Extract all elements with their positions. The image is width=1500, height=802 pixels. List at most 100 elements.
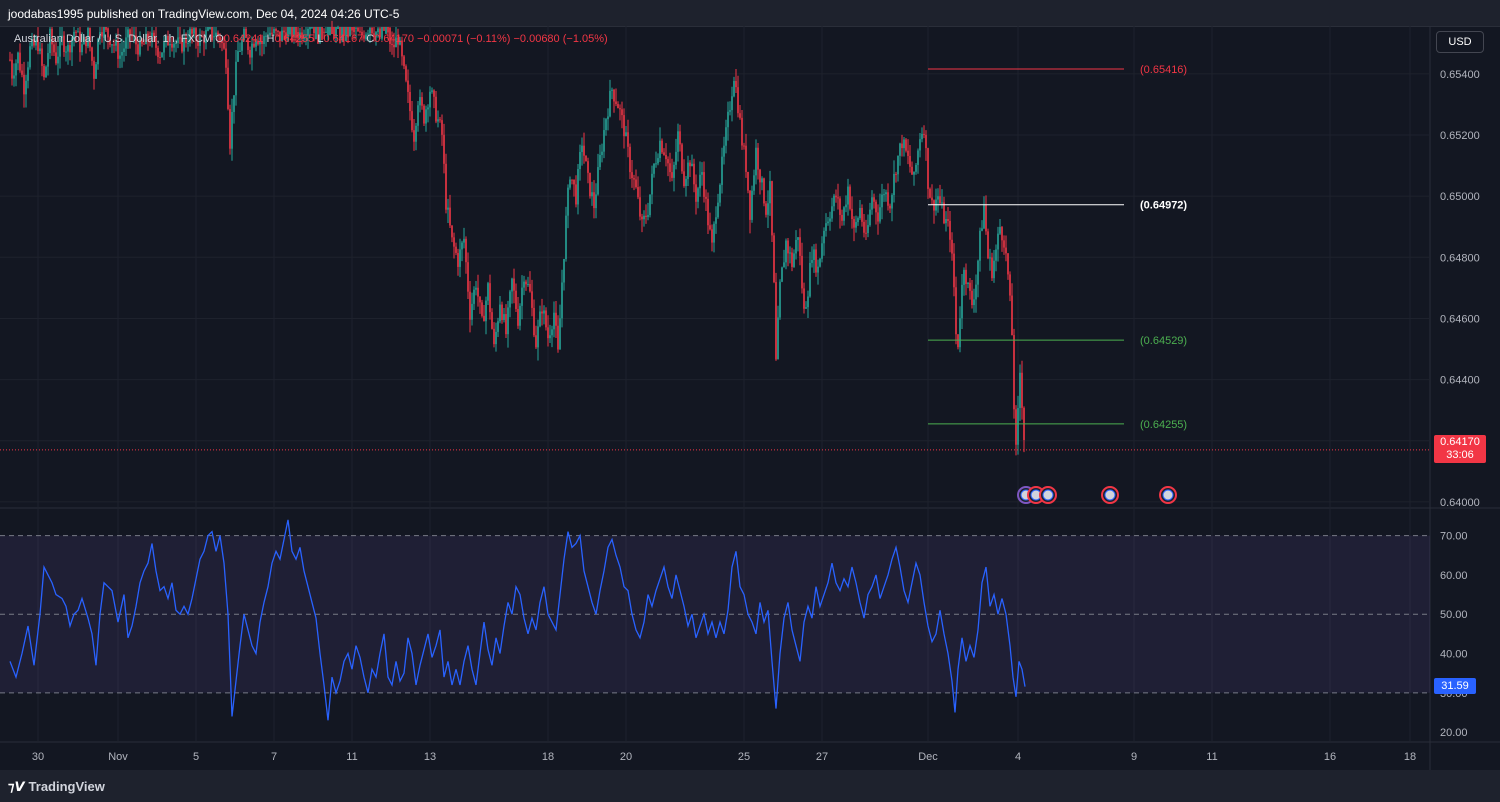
- candle-body: [169, 44, 171, 46]
- candle-body: [629, 146, 631, 173]
- candle-body: [763, 178, 765, 204]
- candle-body: [297, 32, 299, 39]
- candle-body: [171, 44, 173, 48]
- rsi-value-tag: 31.59: [1434, 678, 1476, 694]
- candle-body: [981, 228, 983, 231]
- candle-body: [387, 27, 389, 33]
- price-tick-label: 0.65200: [1440, 130, 1480, 142]
- candle-body: [565, 215, 567, 259]
- candle-body: [567, 187, 569, 216]
- candle-body: [927, 148, 929, 189]
- candle-body: [729, 110, 731, 112]
- candle-body: [273, 28, 275, 34]
- candle-body: [913, 171, 915, 175]
- tradingview-icon: ⁊𝙑: [8, 779, 25, 794]
- candle-body: [795, 239, 797, 254]
- candle-body: [393, 44, 395, 48]
- candle-body: [309, 27, 311, 30]
- candle-body: [539, 311, 541, 327]
- candle-body: [809, 262, 811, 297]
- candle-body: [461, 242, 463, 250]
- candle-body: [411, 111, 413, 131]
- candle-body: [511, 278, 513, 292]
- candle-body: [505, 314, 507, 335]
- candle-body: [1013, 335, 1015, 410]
- candle-body: [159, 57, 161, 59]
- candle-body: [667, 159, 669, 164]
- candle-body: [75, 31, 77, 33]
- candle-body: [433, 90, 435, 97]
- candle-body: [647, 215, 649, 217]
- candle-body: [517, 308, 519, 326]
- candle-body: [725, 127, 727, 146]
- candle-body: [23, 74, 25, 95]
- high-value: 0.64255: [274, 33, 315, 45]
- candle-body: [399, 40, 401, 45]
- candle-body: [659, 140, 661, 159]
- candle-body: [391, 43, 393, 45]
- candle-body: [975, 284, 977, 300]
- candle-body: [785, 240, 787, 263]
- time-tick-label: 30: [32, 751, 44, 763]
- candle-body: [49, 28, 51, 54]
- close-value: 0.64170: [374, 33, 414, 45]
- candle-body: [857, 218, 859, 223]
- candle-body: [329, 27, 331, 36]
- candle-body: [777, 317, 779, 360]
- candle-body: [617, 104, 619, 109]
- currency-button[interactable]: USD: [1436, 31, 1484, 53]
- candle-body: [153, 32, 155, 38]
- candle-body: [943, 202, 945, 224]
- candle-body: [735, 80, 737, 88]
- candle-body: [77, 31, 79, 33]
- open-label: O: [215, 33, 224, 45]
- rsi-tick-label: 40.00: [1440, 649, 1468, 661]
- candle-body: [889, 205, 891, 209]
- candle-body: [875, 201, 877, 213]
- chart-frame[interactable]: [0, 26, 1500, 771]
- candle-body: [425, 109, 427, 124]
- candle-body: [987, 231, 989, 259]
- candle-body: [131, 35, 133, 37]
- level-label: (0.65416): [1140, 64, 1187, 76]
- candle-body: [823, 230, 825, 244]
- candle-body: [359, 31, 361, 33]
- candle-body: [589, 172, 591, 197]
- candle-body: [437, 119, 439, 122]
- candle-body: [689, 162, 691, 167]
- candle-body: [9, 59, 11, 61]
- candle-body: [271, 32, 273, 34]
- candle-body: [247, 37, 249, 50]
- candle-body: [323, 31, 325, 33]
- candle-body: [373, 33, 375, 38]
- candle-body: [783, 262, 785, 268]
- candle-body: [261, 41, 263, 45]
- candle-body: [595, 194, 597, 209]
- candle-body: [421, 97, 423, 106]
- candle-body: [317, 27, 319, 44]
- countdown-value: 33:06: [1446, 449, 1474, 461]
- candle-body: [15, 63, 17, 76]
- candle-body: [817, 266, 819, 273]
- candle-body: [371, 27, 373, 34]
- candle-body: [161, 52, 163, 58]
- candle-body: [701, 172, 703, 175]
- candle-body: [219, 36, 221, 41]
- candle-body: [477, 287, 479, 297]
- candle-body: [715, 217, 717, 224]
- candle-body: [673, 164, 675, 178]
- candle-body: [593, 192, 595, 209]
- tradingview-logo[interactable]: ⁊𝙑 TradingView: [8, 779, 105, 795]
- candle-body: [295, 27, 297, 38]
- candle-body: [925, 134, 927, 149]
- candle-body: [37, 39, 39, 51]
- candle-body: [627, 132, 629, 147]
- candle-body: [827, 221, 829, 224]
- candle-body: [205, 30, 207, 44]
- rsi-series: [9, 519, 1026, 721]
- candle-body: [755, 147, 757, 176]
- candle-body: [187, 42, 189, 44]
- rsi-band: [0, 535, 1430, 694]
- candle-body: [133, 35, 135, 37]
